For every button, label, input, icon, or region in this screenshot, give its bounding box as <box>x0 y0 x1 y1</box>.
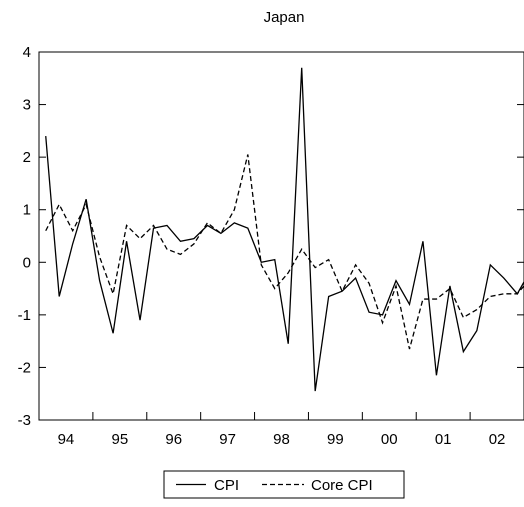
x-tick-label: 98 <box>273 431 290 448</box>
x-tick-label: 94 <box>58 431 75 448</box>
legend-label-core-cpi: Core CPI <box>311 477 373 494</box>
chart-title: Japan <box>264 9 305 26</box>
y-tick-label: 0 <box>23 254 31 271</box>
x-tick-label: 95 <box>111 431 128 448</box>
x-axis: 94 95 96 97 98 99 00 01 02 <box>58 412 506 448</box>
x-tick-label: 99 <box>327 431 344 448</box>
y-tick-label: 4 <box>23 44 31 61</box>
x-tick-label: 97 <box>219 431 236 448</box>
x-tick-label: 96 <box>165 431 182 448</box>
x-tick-label: 01 <box>435 431 452 448</box>
y-tick-label: 1 <box>23 202 31 219</box>
series-line-cpi <box>45 67 524 392</box>
y-tick-label: -1 <box>18 307 31 324</box>
legend-label-cpi: CPI <box>214 477 239 494</box>
y-axis: 4 3 2 1 0 -1 -2 -3 <box>18 44 524 429</box>
legend: CPI Core CPI <box>163 470 405 499</box>
series-layer <box>45 67 524 392</box>
y-tick-label: 2 <box>23 149 31 166</box>
y-tick-label: 3 <box>23 97 31 114</box>
y-tick-label: -3 <box>18 412 31 429</box>
x-tick-label: 02 <box>489 431 506 448</box>
x-tick-label: 00 <box>381 431 398 448</box>
y-tick-label: -2 <box>18 359 31 376</box>
plot-frame <box>38 51 524 421</box>
